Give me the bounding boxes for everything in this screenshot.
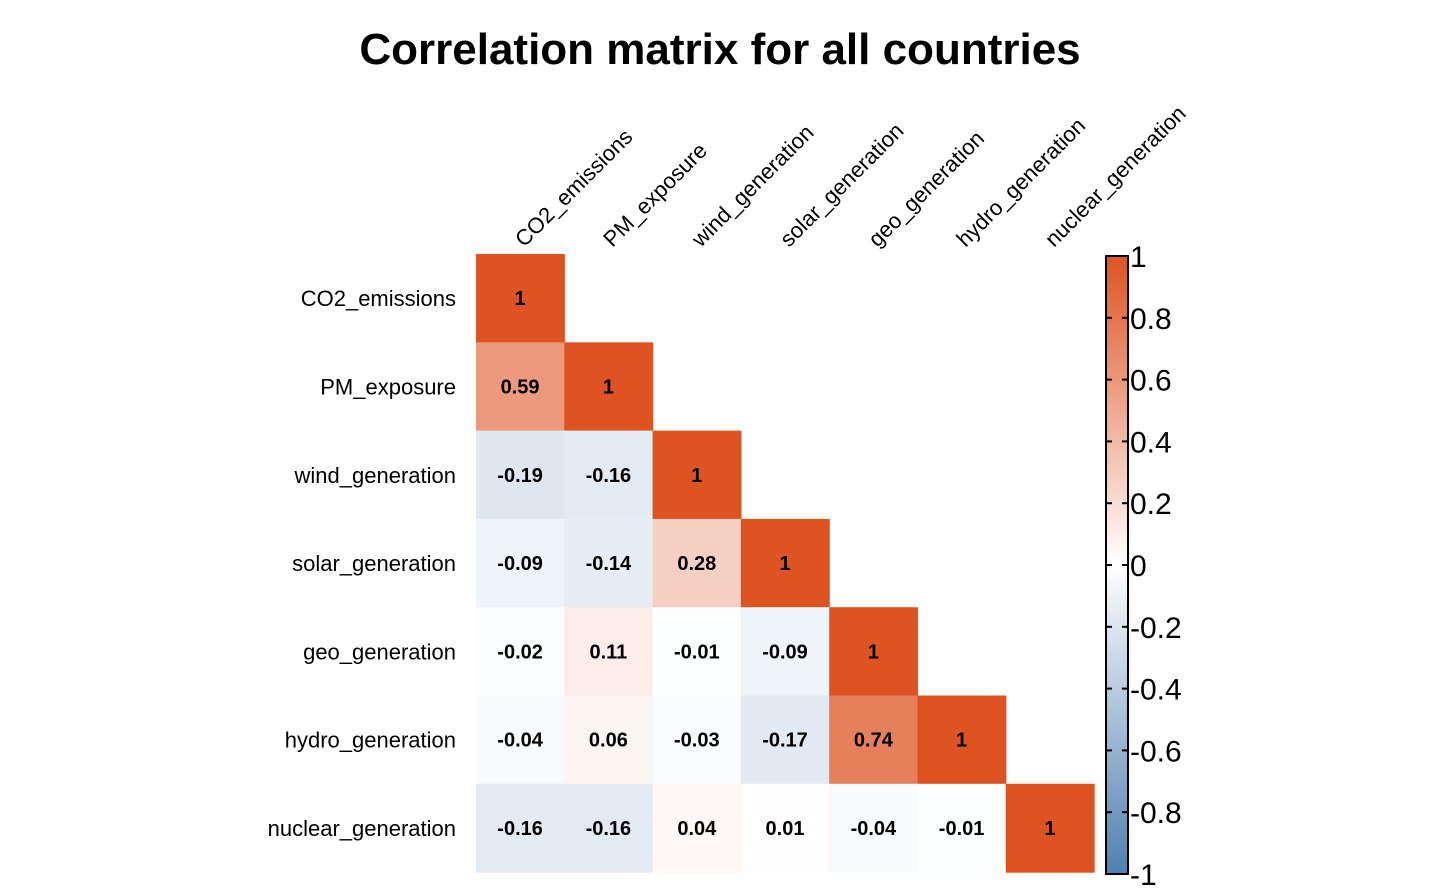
- heatmap-cell-5-5: [917, 695, 1007, 785]
- cell-value-label: -0.01: [674, 641, 720, 663]
- cell-value-label: 1: [956, 730, 967, 752]
- colorbar-tick-label: -0.6: [1130, 735, 1182, 768]
- colorbar-tick-label: 1: [1130, 241, 1147, 274]
- heatmap-cell-2-0: [476, 430, 565, 520]
- colorbar-tick-label: -0.2: [1130, 612, 1182, 645]
- cell-value-label: -0.16: [586, 465, 632, 487]
- cell-value-label: -0.09: [497, 553, 543, 575]
- heatmap-cell-3-0: [476, 518, 565, 608]
- cell-value-label: -0.02: [497, 641, 543, 663]
- colorbar-tick-label: 0: [1130, 550, 1147, 583]
- cell-value-label: 0.04: [677, 818, 717, 840]
- cell-value-label: 0.11: [589, 641, 627, 663]
- column-labels: CO2_emissionsPM_exposurewind_generations…: [510, 101, 1191, 253]
- row-labels: CO2_emissions PM_exposure wind_generations…: [268, 286, 456, 841]
- cell-value-label: -0.16: [586, 818, 632, 840]
- cell-value-label: 0.74: [854, 730, 894, 752]
- heatmap-cell-4-0: [476, 607, 565, 697]
- heatmap-cell-6-1: [564, 783, 654, 873]
- cell-value-label: 1: [691, 465, 702, 487]
- cell-value-label: 1: [1044, 818, 1055, 840]
- cell-value-label: -0.04: [497, 730, 543, 752]
- row-label-solar-generation: solar_generation: [292, 551, 456, 576]
- cell-value-label: -0.17: [762, 730, 808, 752]
- colorbar-tick-label: 0.4: [1130, 426, 1172, 459]
- heatmap-cell-4-3: [740, 607, 830, 697]
- heatmap-cell-2-2: [652, 430, 742, 520]
- cell-value-label: 0.01: [766, 818, 805, 840]
- colorbar-tick-label: -0.4: [1130, 674, 1182, 707]
- cell-value-label: -0.09: [762, 641, 808, 663]
- heatmap-cell-6-6: [1005, 783, 1095, 873]
- row-label-pm-exposure: PM_exposure: [320, 374, 456, 399]
- heatmap-cell-3-2: [652, 518, 742, 608]
- heatmap-cell-4-1: [564, 607, 654, 697]
- heatmap-cells: [476, 254, 1095, 873]
- heatmap-cell-5-3: [740, 695, 830, 785]
- row-label-hydro-generation: hydro_generation: [285, 728, 456, 753]
- cell-value-label: -0.04: [851, 818, 897, 840]
- heatmap-cell-1-0: [476, 342, 565, 432]
- cell-value-label: -0.19: [497, 465, 543, 487]
- cell-value-label: 0.28: [677, 553, 716, 575]
- cell-value-label: 1: [515, 288, 526, 310]
- chart-title: Correlation matrix for all countries: [359, 25, 1080, 74]
- heatmap-cell-5-0: [476, 695, 565, 785]
- heatmap-cell-5-4: [829, 695, 919, 785]
- cell-value-label: -0.01: [939, 818, 985, 840]
- cell-value-label: 0.06: [589, 730, 628, 752]
- row-label-geo-generation: geo_generation: [303, 639, 456, 664]
- heatmap-cell-0-0: [476, 254, 565, 343]
- cell-value-label: 1: [779, 553, 790, 575]
- row-label-co2-emissions: CO2_emissions: [301, 286, 456, 311]
- heatmap-cell-6-3: [740, 783, 830, 873]
- heatmap-cell-labels: 1 0.59 1 -0.19 -0.16 1 -0.09 -0.14 0.28 1 -0.02 0.1…: [497, 288, 1055, 840]
- colorbar: 1 0.8 0.6 0.4 0.2 0 -0.2 -0.4 -0.6 -0.8 -1: [1105, 241, 1182, 889]
- cell-value-label: 1: [868, 641, 879, 663]
- cell-value-label: -0.03: [674, 730, 720, 752]
- heatmap-cell-6-0: [476, 783, 565, 873]
- heatmap-cell-4-4: [829, 607, 919, 697]
- heatmap-cell-4-2: [652, 607, 742, 697]
- heatmap-cell-3-1: [564, 518, 654, 608]
- heatmap-cell-6-5: [917, 783, 1007, 873]
- heatmap-cell-2-1: [564, 430, 654, 520]
- heatmap-cell-1-1: [564, 342, 654, 432]
- cell-value-label: -0.14: [586, 553, 632, 575]
- heatmap-cell-3-3: [740, 518, 830, 608]
- heatmap-cell-5-2: [652, 695, 742, 785]
- cell-value-label: -0.16: [497, 818, 543, 840]
- colorbar-tick-label: 0.6: [1130, 365, 1172, 398]
- heatmap-cell-5-1: [564, 695, 654, 785]
- heatmap-cell-6-2: [652, 783, 742, 873]
- row-label-wind-generation: wind_generation: [294, 463, 456, 488]
- colorbar-tick-label: 0.8: [1130, 303, 1172, 336]
- colorbar-tick-label: -0.8: [1130, 797, 1182, 830]
- cell-value-label: 1: [603, 376, 614, 398]
- colorbar-tick-label: 0.2: [1130, 488, 1172, 521]
- colorbar-tick-label: -1: [1130, 859, 1157, 889]
- heatmap-cell-6-4: [829, 783, 919, 873]
- row-label-nuclear-generation: nuclear_generation: [268, 816, 456, 841]
- cell-value-label: 0.59: [501, 376, 540, 398]
